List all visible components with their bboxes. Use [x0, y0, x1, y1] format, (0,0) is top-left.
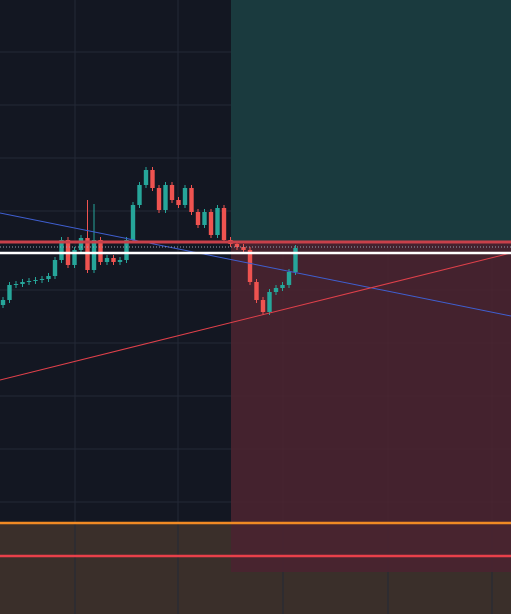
trend-line [0, 212, 511, 317]
loss-zone [231, 241, 511, 572]
candle-body [195, 212, 201, 225]
candle-body [273, 288, 279, 292]
candle-body [46, 276, 51, 279]
candle-body [26, 281, 32, 282]
candle-body [267, 292, 272, 312]
candle-body [137, 185, 142, 205]
candle-body [280, 285, 285, 288]
candle-body [221, 208, 227, 240]
candle-body [111, 258, 116, 262]
candle-body [59, 240, 64, 260]
candle-body [247, 250, 253, 282]
candle-body [156, 188, 162, 210]
candle-body [143, 170, 149, 185]
candle-body [13, 284, 19, 285]
candle-body [98, 240, 103, 262]
candle-body [163, 185, 168, 210]
candle-body [208, 212, 214, 235]
candle-body [260, 300, 266, 312]
candle-body [130, 205, 136, 240]
candle-body [20, 282, 25, 284]
candle-body [104, 258, 110, 262]
candle-body [39, 279, 45, 280]
candle-body [33, 280, 38, 281]
candle-body [293, 248, 298, 272]
candles [0, 167, 298, 315]
trend-line [0, 252, 511, 381]
candle-body [189, 188, 194, 212]
candle-body [169, 185, 175, 200]
candle-body [176, 200, 181, 205]
candle-body [0, 300, 6, 305]
candle-body [254, 282, 259, 300]
candle-body [215, 208, 220, 235]
candle-body [91, 240, 97, 270]
candle-body [72, 250, 77, 265]
candle-body [202, 212, 207, 225]
candle-body [286, 272, 292, 285]
candle-body [78, 238, 84, 250]
candle-body [150, 170, 155, 188]
candle-body [52, 260, 58, 276]
profit-zone [231, 0, 511, 241]
candle-body [124, 240, 129, 260]
candle-body [182, 188, 188, 205]
candle-body [7, 285, 12, 300]
candle-body [241, 247, 246, 250]
candle-body [234, 244, 240, 247]
candle-body [117, 260, 123, 262]
